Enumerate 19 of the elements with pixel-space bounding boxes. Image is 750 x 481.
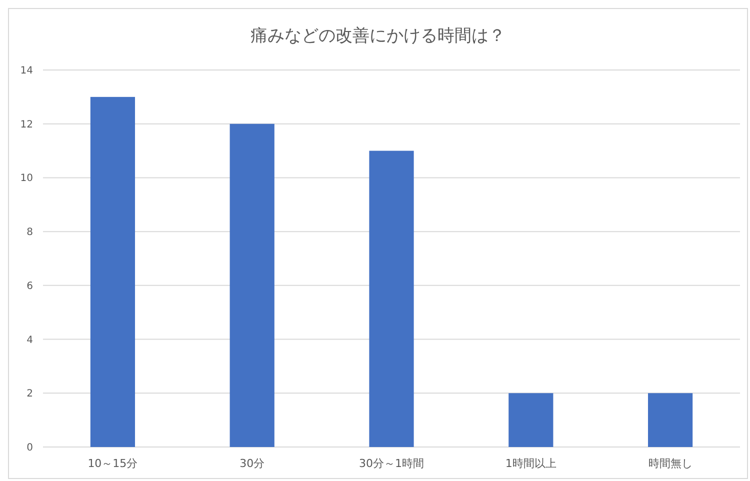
y-tick-label: 10 xyxy=(20,173,33,184)
bar xyxy=(369,150,414,447)
bar xyxy=(90,96,136,447)
x-tick-label: 30分～1時間 xyxy=(359,457,424,470)
x-tick-label: 1時間以上 xyxy=(505,457,556,470)
y-tick-label: 0 xyxy=(26,442,33,454)
y-tick-label: 14 xyxy=(20,66,33,76)
x-tick-label: 時間無し xyxy=(648,457,692,470)
y-tick-label: 8 xyxy=(26,227,33,238)
bar xyxy=(648,393,693,447)
chart-title: 痛みなどの改善にかける時間は？ xyxy=(250,26,506,46)
x-tick-label: 30分 xyxy=(240,457,265,470)
y-tick-label: 2 xyxy=(26,388,33,400)
y-tick-label: 6 xyxy=(26,280,33,292)
y-tick-label: 12 xyxy=(20,119,33,130)
y-tick-label: 4 xyxy=(26,334,33,346)
bar xyxy=(508,393,554,447)
x-tick-label: 10～15分 xyxy=(88,457,138,470)
bar xyxy=(230,124,274,447)
